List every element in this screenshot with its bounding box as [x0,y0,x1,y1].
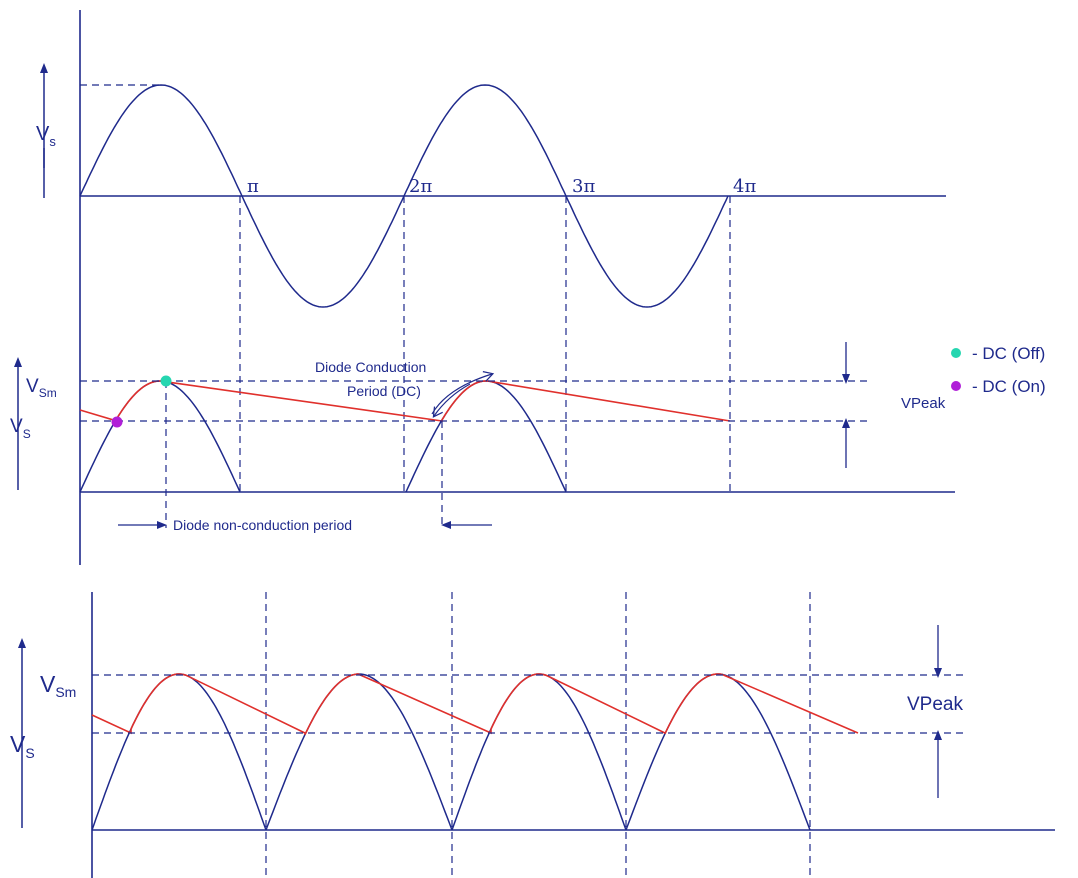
p3-vpeak-label: VPeak [907,694,963,715]
legend-dc-on-label: - DC (On) [972,377,1046,396]
p1-tick-2pi: 2π [409,176,432,197]
p2-vpeak-label: VPeak [901,395,946,412]
p1-tick-3pi: 3π [572,176,595,197]
p3-vertical-guides [265,592,811,878]
nonconduction-label: Diode non-conduction period [173,517,352,533]
p3-vs-label: VS [10,731,35,761]
p3-rectified-wave [91,673,811,831]
legend-dc-on-swatch [951,381,961,391]
p2-vsm-label: VSm [26,376,57,400]
panel1-2-dashed-guides [165,196,731,528]
p2-vs-label: VS [10,416,31,441]
p1-tick-pi: π [247,176,259,197]
p3-vsm-label: VSm [40,671,76,700]
panel-full-wave: VSm VS VPeak [10,592,1055,878]
p2-ripple-output [79,380,731,423]
legend-dc-off-swatch [951,348,961,358]
legend-dc-off-label: - DC (Off) [972,344,1045,363]
dc-on-point [111,416,123,428]
conduction-label-line2: Period (DC) [347,383,421,399]
p1-vs-label: Vs [36,123,56,149]
conduction-arc-arrow-back [432,383,471,418]
panel-half-wave: VSm VS Diode Conduction Period (DC) Diod… [10,342,955,533]
p2-rectified-wave [79,380,567,493]
conduction-label-line1: Diode Conduction [315,359,426,375]
p1-tick-4pi: 4π [733,176,756,197]
legend: - DC (Off) - DC (On) [951,344,1046,396]
panel-input-sine: Vs π 2π 3π 4π [36,10,946,565]
dc-off-point [160,375,172,387]
p3-ripple-output [91,673,859,735]
